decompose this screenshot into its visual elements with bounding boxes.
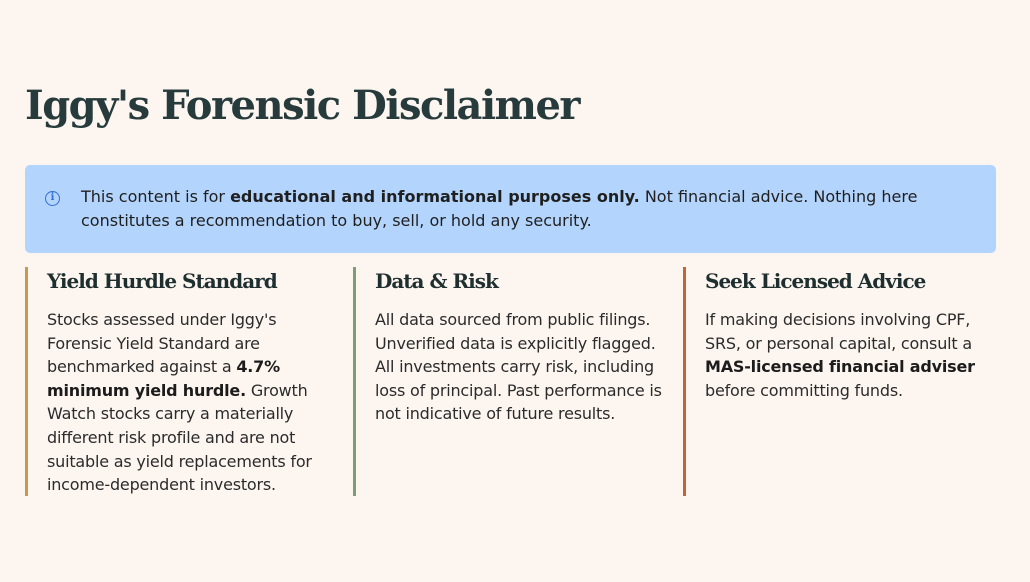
info-notice: i This content is for educational and in… <box>25 165 996 253</box>
column-heading: Data & Risk <box>375 269 499 293</box>
column-body-text: If making decisions involving CPF, SRS, … <box>705 310 972 353</box>
column-body: Stocks assessed under Iggy's Forensic Yi… <box>47 308 335 497</box>
column-data-risk: Data & Risk All data sourced from public… <box>353 267 663 496</box>
page-title: Iggy's Forensic Disclaimer <box>25 82 581 129</box>
column-body: All data sourced from public filings. Un… <box>375 308 663 426</box>
column-licensed-advice: Seek Licensed Advice If making decisions… <box>683 267 997 496</box>
column-yield-hurdle: Yield Hurdle Standard Stocks assessed un… <box>25 267 335 496</box>
notice-text-before: This content is for <box>81 187 231 206</box>
column-body-text: Stocks assessed under Iggy's Forensic Yi… <box>47 310 277 377</box>
column-body-bold: 4.7% minimum yield hurdle. <box>47 357 280 400</box>
info-icon: i <box>45 191 60 206</box>
column-body-text-after: before committing funds. <box>705 380 903 400</box>
column-body-text: All data sourced from public filings. Un… <box>375 310 662 424</box>
column-body-bold: MAS-licensed financial adviser <box>705 357 975 377</box>
notice-text: This content is for educational and info… <box>81 187 917 230</box>
column-heading: Yield Hurdle Standard <box>47 269 278 293</box>
column-body-text-after: Growth Watch stocks carry a materially d… <box>47 380 312 495</box>
notice-text-after: Not financial advice. Nothing here const… <box>81 187 918 230</box>
column-body: If making decisions involving CPF, SRS, … <box>705 308 997 402</box>
notice-text-bold: educational and informational purposes o… <box>230 187 640 206</box>
column-heading: Seek Licensed Advice <box>705 269 926 293</box>
